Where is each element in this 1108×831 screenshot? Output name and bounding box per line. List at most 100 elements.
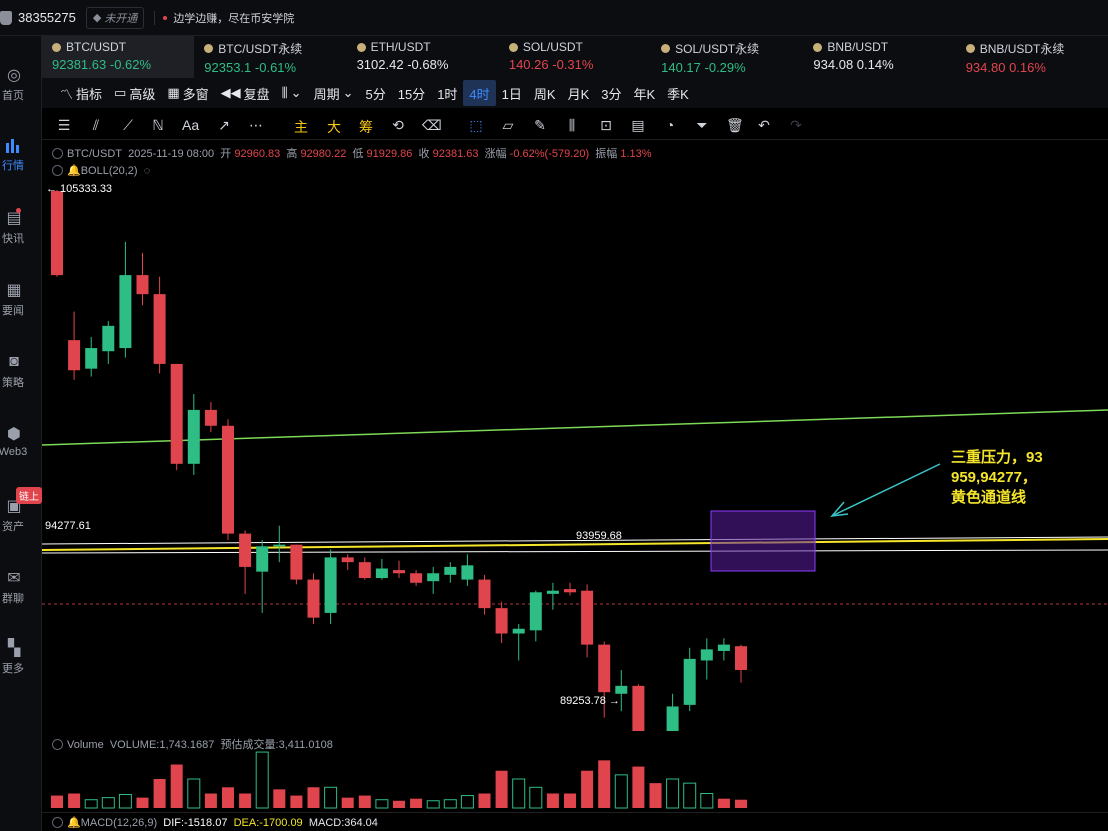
sidebar-item-assets[interactable]: 链上 ▣ 资产 <box>0 487 42 546</box>
volume-canvas[interactable] <box>42 750 1108 810</box>
ticker-tab-btc-usdt[interactable]: BTC/USDT 92381.63 -0.62% <box>42 36 195 78</box>
big-order-tool[interactable]: 大 <box>327 119 341 135</box>
cursor-select-icon[interactable]: ⬚ <box>469 117 483 133</box>
volume-bar <box>478 793 491 808</box>
sidebar-item-headlines[interactable]: ▦ 要闻 <box>0 276 42 330</box>
chips-tool[interactable]: 筹 <box>359 119 373 135</box>
promo-link[interactable]: 边学边赚，尽在币安学院 <box>173 12 295 25</box>
candle-body <box>632 685 645 731</box>
magnet-icon[interactable]: ⟲ <box>392 117 404 133</box>
ohlc-info-line: BTC/USDT 2025-11-19 08:00 开 92960.83 高 9… <box>52 145 652 161</box>
period-1y[interactable]: 年K <box>633 86 656 102</box>
ticker-change: -0.31% <box>552 57 594 72</box>
period-1w[interactable]: 周K <box>533 86 556 102</box>
volume-bar <box>341 797 354 808</box>
volume-bar <box>136 797 149 808</box>
replay-button[interactable]: ◀◀ 复盘 <box>215 80 276 106</box>
period-5m[interactable]: 5分 <box>365 86 386 102</box>
arrow-tool-icon[interactable]: ↗ <box>218 117 230 133</box>
period-dropdown[interactable]: 周期 ⌄ <box>308 80 360 106</box>
candle-body <box>393 570 405 574</box>
macd-value: MACD:364.04 <box>308 817 378 829</box>
volume-bar <box>460 795 474 809</box>
chart-canvas[interactable] <box>42 180 1108 731</box>
bell-icon[interactable]: 🔔 <box>67 817 81 829</box>
ticker-tab-sol-usdt[interactable]: SOL/USDT 140.26 -0.31% <box>499 36 651 78</box>
sidebar-item-market[interactable]: 行情 <box>0 131 42 185</box>
ticker-tab-bnb-usdt-perp[interactable]: BNB/USDT永续 934.80 0.16% <box>956 36 1108 78</box>
volume-bar <box>546 793 559 808</box>
trend-line-icon[interactable]: ⟋ <box>123 117 133 133</box>
multiwindow-button[interactable]: ▦ 多窗 <box>161 80 214 106</box>
undo-icon[interactable]: ↶ <box>758 117 770 133</box>
text-tool-icon[interactable]: Aa <box>182 117 200 133</box>
bell-icon[interactable]: 🔔 <box>67 165 81 177</box>
collapse-chevron-icon[interactable] <box>52 739 63 750</box>
indicator-button[interactable]: 〽指标 <box>54 80 108 106</box>
user-avatar-icon[interactable] <box>0 10 12 25</box>
account-id[interactable]: 38355275 <box>18 10 76 25</box>
candle-body <box>735 646 747 670</box>
period-15m[interactable]: 15分 <box>397 86 426 102</box>
candlestick-chart[interactable] <box>42 180 1108 731</box>
volume-pane[interactable] <box>42 750 1108 810</box>
period-1h[interactable]: 1时 <box>437 86 458 102</box>
sidebar-item-chat[interactable]: ✉ 群聊 <box>0 564 42 618</box>
ticker-tab-eth-usdt[interactable]: ETH/USDT 3102.42 -0.68% <box>347 36 499 78</box>
period-4h[interactable]: 4时 <box>463 80 496 106</box>
volume-bar <box>683 782 697 809</box>
ticker-tab-bnb-usdt[interactable]: BNB/USDT 934.08 0.14% <box>803 36 955 78</box>
filter-icon[interactable]: ⏷ <box>696 117 708 133</box>
eye-icon[interactable]: ◔ <box>665 117 675 133</box>
sidebar-item-more[interactable]: ▚ 更多 <box>0 634 42 688</box>
chart-annotation-text[interactable]: 三重压力，93 959,94277， 黄色通道线 <box>951 448 1081 508</box>
advanced-button[interactable]: ▭ 高级 <box>108 80 161 106</box>
white-channel-line-upper <box>42 536 1108 545</box>
collapse-chevron-icon[interactable] <box>52 817 63 828</box>
trash-icon[interactable]: 🗑 <box>726 117 744 133</box>
macd-title: MACD(12,26,9) <box>80 817 158 829</box>
more-dots-icon[interactable]: ⋯ <box>249 117 263 133</box>
chart-type-button[interactable]: ⫼ ⌄ <box>276 80 308 106</box>
left-line-price-label: 94277.61 <box>45 520 91 532</box>
resistance-zone-box <box>710 510 816 572</box>
note-icon[interactable]: ▤ <box>631 117 645 133</box>
candle-body <box>495 608 508 634</box>
period-1mo[interactable]: 月K <box>567 86 590 102</box>
fib-icon[interactable]: ℕ <box>152 117 164 133</box>
redo-icon[interactable]: ↷ <box>790 117 802 133</box>
advanced-label: 高级 <box>129 86 156 102</box>
ticker-tab-sol-usdt-perp[interactable]: SOL/USDT永续 140.17 -0.29% <box>651 36 803 78</box>
period-3m[interactable]: 3分 <box>601 86 622 102</box>
sidebar-item-home[interactable]: ◎ 首页 <box>0 61 42 115</box>
ticker-change: -0.29% <box>704 60 746 75</box>
eth-coin-icon <box>356 42 366 52</box>
volume-bar <box>614 774 628 809</box>
account-status-badge[interactable]: ◆ 未开通 <box>85 6 145 29</box>
main-force-tool[interactable]: 主 <box>294 119 308 135</box>
sidebar-item-label: 策略 <box>2 377 24 389</box>
ticker-tab-btc-usdt-perp[interactable]: BTC/USDT永续 92353.1 -0.61% <box>194 36 346 78</box>
hamburger-menu-icon[interactable]: ☰ <box>57 117 71 133</box>
collapse-chevron-icon[interactable] <box>52 148 63 159</box>
parallel-lines-icon[interactable]: ⫽ <box>92 117 100 133</box>
eraser-icon[interactable]: ⌫ <box>422 117 442 133</box>
collapse-chevron-icon[interactable] <box>52 165 63 176</box>
close-label: 收 <box>418 148 430 160</box>
sidebar-item-web3[interactable]: ⬢ Web3 <box>0 420 42 474</box>
btc-coin-icon <box>204 44 214 53</box>
ticker-symbol: BNB/USDT <box>827 40 889 54</box>
sidebar-item-news[interactable]: ▤ 快讯 <box>0 204 42 258</box>
ruler-icon[interactable]: ▱ <box>502 117 514 133</box>
lock-icon[interactable]: ⊡ <box>600 117 612 133</box>
high-value: 92980.22 <box>300 148 347 160</box>
candle-body <box>239 533 252 567</box>
sidebar-item-strategy[interactable]: ◙ 策略 <box>0 348 42 402</box>
period-quarter[interactable]: 季K <box>667 86 689 102</box>
candle-body <box>683 658 696 705</box>
brush-icon[interactable]: ✎ <box>534 117 546 133</box>
candle-pattern-icon[interactable]: ⫼ <box>568 117 576 133</box>
volume-bar <box>735 799 747 808</box>
period-1d[interactable]: 1日 <box>501 86 522 102</box>
eye-hide-icon[interactable]: ◌ <box>143 165 151 177</box>
